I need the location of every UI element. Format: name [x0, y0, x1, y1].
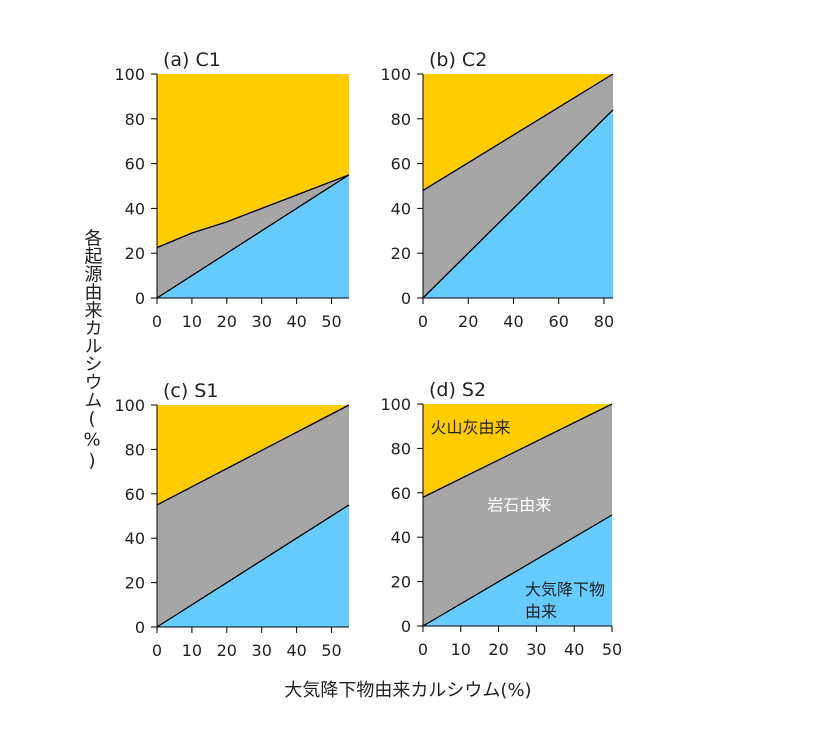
- y-tick-label: 80: [391, 439, 411, 458]
- x-tick-label: 10: [451, 640, 471, 659]
- x-tick-label: 60: [549, 312, 569, 331]
- x-tick-label: 0: [418, 312, 428, 331]
- panel-0: [151, 73, 350, 304]
- x-tick-label: 20: [217, 312, 237, 331]
- y-tick-label: 60: [391, 484, 411, 503]
- x-tick-label: 10: [182, 641, 202, 660]
- y-tick-label: 100: [380, 65, 411, 84]
- panel-3: [417, 403, 613, 632]
- y-tick-label: 60: [125, 155, 145, 174]
- rock-boundary-line: [156, 174, 350, 249]
- rock-boundary-line: [156, 404, 350, 506]
- x-tick-label: 40: [286, 312, 306, 331]
- x-tick-label: 20: [458, 312, 478, 331]
- atmospheric-boundary-line: [422, 109, 614, 299]
- y-tick-label: 80: [125, 110, 145, 129]
- x-tick-label: 0: [152, 641, 162, 660]
- volcanic-area: [157, 74, 349, 248]
- rock-area: [157, 405, 349, 627]
- x-axis-title: 大気降下物由来カルシウム(%): [284, 680, 531, 701]
- y-tick-label: 20: [391, 573, 411, 592]
- y-tick-label: 60: [125, 485, 145, 504]
- y-tick-label: 40: [125, 199, 145, 218]
- y-tick-label: 0: [401, 617, 411, 636]
- panel-2: [151, 404, 350, 633]
- y-tick-label: 0: [135, 289, 145, 308]
- y-tick-label: 20: [391, 244, 411, 263]
- x-tick-label: 30: [252, 312, 272, 331]
- x-tick-label: 30: [526, 640, 546, 659]
- rock-area: [423, 74, 613, 298]
- x-tick-label: 20: [217, 641, 237, 660]
- y-tick-label: 20: [125, 574, 145, 593]
- y-tick-label: 40: [125, 529, 145, 548]
- label-atmospheric: 大気降下物: [525, 580, 605, 599]
- label-volcanic: 火山灰由来: [431, 418, 511, 437]
- y-tick-label: 100: [114, 65, 145, 84]
- atmospheric-boundary-line: [156, 504, 350, 628]
- x-tick-label: 40: [503, 312, 523, 331]
- y-tick-label: 100: [380, 395, 411, 414]
- y-axis-title: 各起源由来カルシウム(%): [82, 228, 103, 471]
- x-tick-label: 40: [564, 640, 584, 659]
- panel-1: [417, 73, 614, 304]
- rock-boundary-line: [422, 403, 613, 498]
- x-tick-label: 0: [418, 640, 428, 659]
- rock-area: [423, 404, 612, 626]
- label-rock: 岩石由来: [487, 496, 551, 515]
- y-tick-label: 20: [125, 244, 145, 263]
- x-tick-label: 50: [321, 641, 341, 660]
- x-tick-label: 20: [488, 640, 508, 659]
- x-tick-label: 30: [252, 641, 272, 660]
- x-tick-label: 50: [321, 312, 341, 331]
- x-tick-label: 0: [152, 312, 162, 331]
- panel-title: (c) S1: [163, 380, 218, 402]
- label-atmospheric-2: 由来: [525, 602, 557, 621]
- y-tick-label: 0: [401, 289, 411, 308]
- atmospheric-boundary-line: [156, 174, 350, 299]
- x-tick-label: 50: [602, 640, 622, 659]
- y-tick-label: 60: [391, 155, 411, 174]
- y-tick-label: 80: [125, 440, 145, 459]
- y-tick-label: 40: [391, 199, 411, 218]
- atmospheric-boundary-line: [422, 514, 613, 627]
- panel-title: (d) S2: [429, 379, 486, 401]
- rock-boundary-line: [422, 73, 614, 192]
- y-tick-label: 0: [135, 618, 145, 637]
- y-tick-label: 100: [114, 396, 145, 415]
- x-tick-label: 40: [286, 641, 306, 660]
- y-tick-label: 80: [391, 110, 411, 129]
- panel-title: (b) C2: [429, 49, 487, 71]
- x-tick-label: 10: [182, 312, 202, 331]
- y-tick-label: 40: [391, 528, 411, 547]
- panel-title: (a) C1: [163, 49, 221, 71]
- x-tick-label: 80: [594, 312, 614, 331]
